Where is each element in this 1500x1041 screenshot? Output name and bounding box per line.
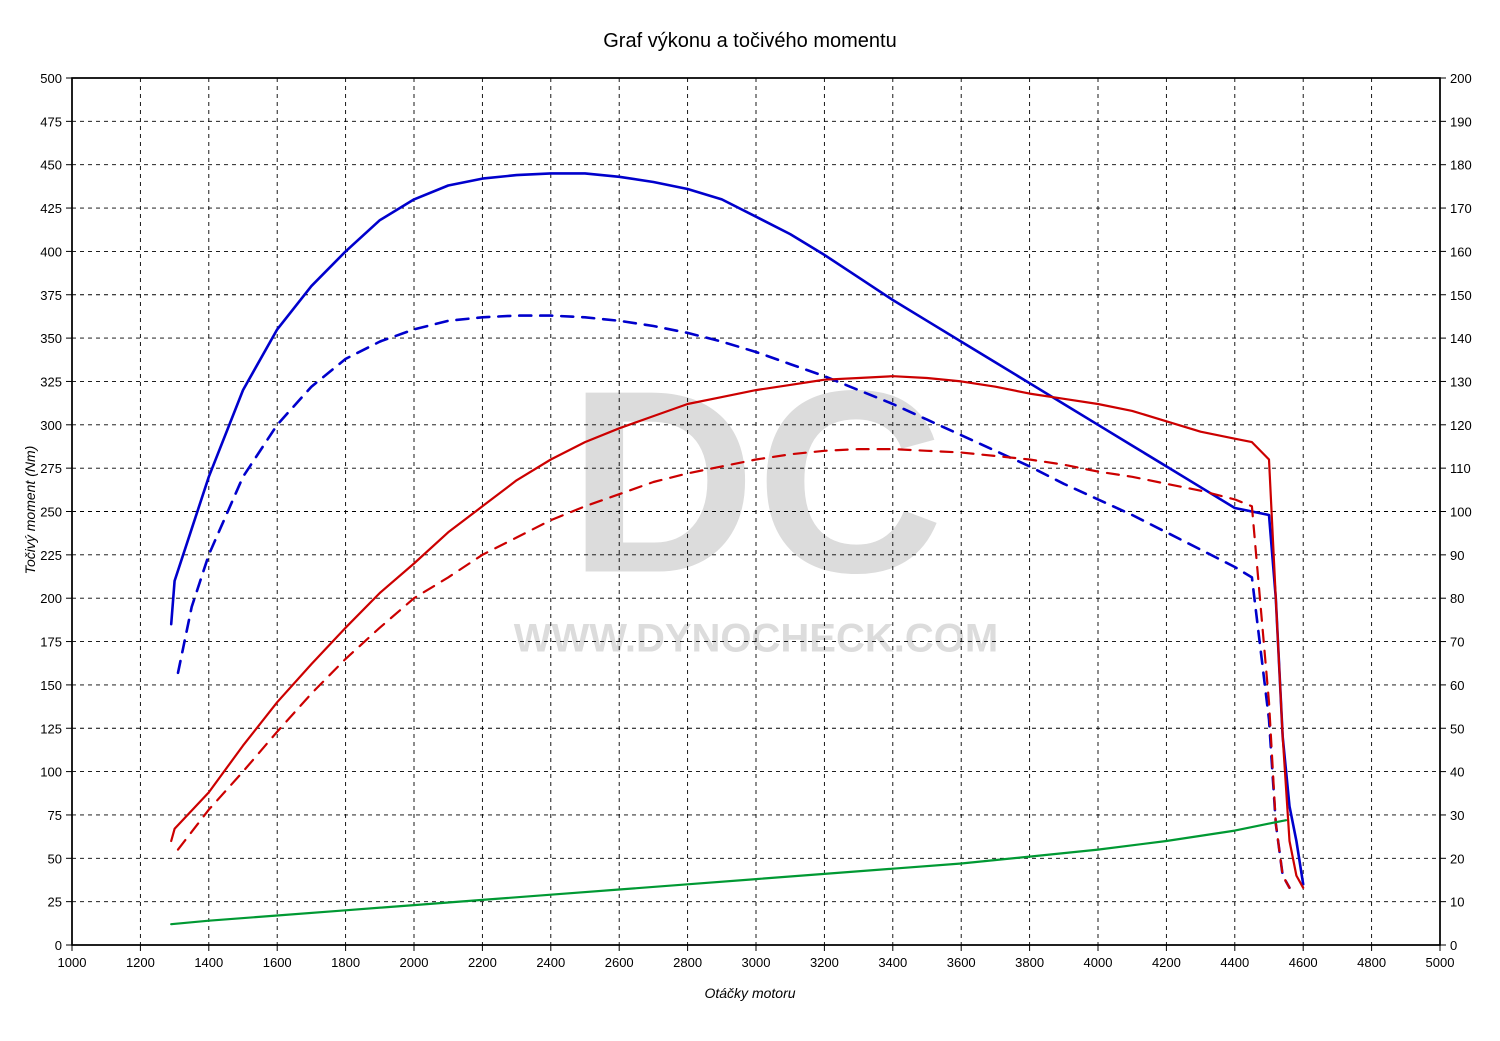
y-left-tick-label: 500 bbox=[40, 71, 62, 86]
y-right-tick-label: 20 bbox=[1450, 851, 1464, 866]
x-tick-label: 4800 bbox=[1357, 955, 1386, 970]
y-left-tick-label: 25 bbox=[48, 895, 62, 910]
y-right-tick-label: 30 bbox=[1450, 808, 1464, 823]
x-tick-label: 3400 bbox=[878, 955, 907, 970]
dyno-chart-page: { "chart": { "type": "line", "title": "G… bbox=[0, 0, 1500, 1041]
y-right-tick-label: 80 bbox=[1450, 591, 1464, 606]
y-left-tick-label: 300 bbox=[40, 418, 62, 433]
x-tick-label: 2000 bbox=[400, 955, 429, 970]
y-left-tick-label: 450 bbox=[40, 158, 62, 173]
x-tick-label: 2200 bbox=[468, 955, 497, 970]
x-tick-label: 2400 bbox=[536, 955, 565, 970]
x-tick-label: 4200 bbox=[1152, 955, 1181, 970]
y-left-tick-label: 375 bbox=[40, 288, 62, 303]
y-right-tick-label: 40 bbox=[1450, 765, 1464, 780]
y-left-tick-label: 150 bbox=[40, 678, 62, 693]
y-left-tick-label: 250 bbox=[40, 505, 62, 520]
x-tick-label: 5000 bbox=[1426, 955, 1455, 970]
x-tick-label: 4600 bbox=[1289, 955, 1318, 970]
y-left-tick-label: 325 bbox=[40, 374, 62, 389]
y-left-tick-label: 75 bbox=[48, 808, 62, 823]
x-tick-label: 4000 bbox=[1084, 955, 1113, 970]
x-tick-label: 3200 bbox=[810, 955, 839, 970]
chart-svg: DCWWW.DYNOCHECK.COM100012001400160018002… bbox=[0, 0, 1500, 1041]
y-right-tick-label: 70 bbox=[1450, 635, 1464, 650]
y-right-tick-label: 160 bbox=[1450, 244, 1472, 259]
y-right-tick-label: 200 bbox=[1450, 71, 1472, 86]
y-right-tick-label: 10 bbox=[1450, 895, 1464, 910]
y-right-tick-label: 60 bbox=[1450, 678, 1464, 693]
y-right-tick-label: 150 bbox=[1450, 288, 1472, 303]
x-tick-label: 4400 bbox=[1220, 955, 1249, 970]
x-tick-label: 1000 bbox=[58, 955, 87, 970]
series-losses bbox=[171, 820, 1286, 924]
y-left-tick-label: 100 bbox=[40, 765, 62, 780]
y-left-tick-label: 225 bbox=[40, 548, 62, 563]
y-left-tick-label: 50 bbox=[48, 851, 62, 866]
y-left-tick-label: 400 bbox=[40, 244, 62, 259]
y-right-tick-label: 130 bbox=[1450, 374, 1472, 389]
x-tick-label: 3000 bbox=[742, 955, 771, 970]
y-left-tick-label: 175 bbox=[40, 635, 62, 650]
x-tick-label: 2800 bbox=[673, 955, 702, 970]
y-left-tick-label: 350 bbox=[40, 331, 62, 346]
y-right-tick-label: 120 bbox=[1450, 418, 1472, 433]
y-right-tick-label: 110 bbox=[1450, 461, 1471, 476]
x-tick-label: 1400 bbox=[194, 955, 223, 970]
y-right-tick-label: 0 bbox=[1450, 938, 1457, 953]
y-left-tick-label: 200 bbox=[40, 591, 62, 606]
y-left-tick-label: 125 bbox=[40, 721, 62, 736]
y-right-tick-label: 100 bbox=[1450, 505, 1472, 520]
y-right-tick-label: 50 bbox=[1450, 721, 1464, 736]
x-tick-label: 1200 bbox=[126, 955, 155, 970]
y-right-tick-label: 180 bbox=[1450, 158, 1472, 173]
x-tick-label: 3600 bbox=[947, 955, 976, 970]
y-left-tick-label: 475 bbox=[40, 114, 62, 129]
y-left-tick-label: 275 bbox=[40, 461, 62, 476]
y-right-tick-label: 90 bbox=[1450, 548, 1464, 563]
x-tick-label: 3800 bbox=[1015, 955, 1044, 970]
y-left-tick-label: 0 bbox=[55, 938, 62, 953]
x-tick-label: 1800 bbox=[331, 955, 360, 970]
y-right-tick-label: 140 bbox=[1450, 331, 1472, 346]
x-tick-label: 1600 bbox=[263, 955, 292, 970]
x-tick-label: 2600 bbox=[605, 955, 634, 970]
y-left-tick-label: 425 bbox=[40, 201, 62, 216]
y-right-tick-label: 190 bbox=[1450, 114, 1472, 129]
y-right-tick-label: 170 bbox=[1450, 201, 1472, 216]
